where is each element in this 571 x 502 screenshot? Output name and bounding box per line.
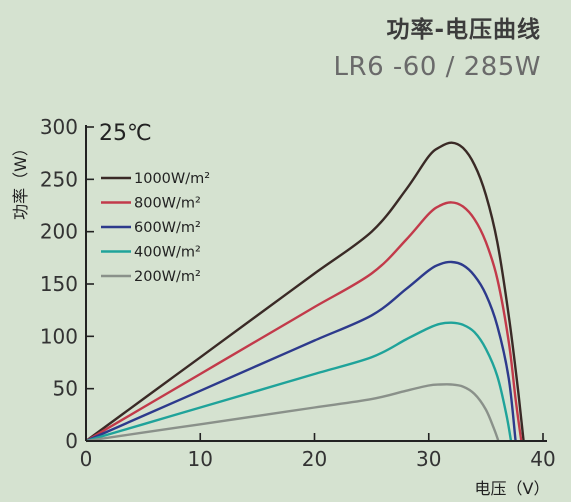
axes: 0 50 100 150 200 250 300 0 10 20 30 40	[40, 115, 556, 471]
x-tick-label: 40	[530, 447, 555, 471]
x-tick-label: 20	[302, 447, 327, 471]
series-line-2	[85, 260, 517, 443]
x-tick-label: 10	[188, 447, 213, 471]
y-tick-label: 200	[40, 220, 78, 244]
y-axis-title: 功率（W）	[11, 140, 30, 220]
legend: 1000W/m² 800W/m² 600W/m² 400W/m² 200W/m²	[101, 171, 210, 285]
series-line-0	[85, 141, 525, 442]
legend-label-0: 1000W/m²	[134, 171, 210, 187]
legend-label-2: 600W/m²	[134, 220, 201, 236]
y-tick-label: 150	[40, 272, 78, 296]
series-line-3	[85, 321, 513, 443]
series-curves	[85, 141, 525, 443]
x-tick-label: 30	[416, 447, 441, 471]
chart-title: 功率-电压曲线	[386, 17, 541, 43]
y-tick-label: 100	[40, 324, 78, 348]
legend-label-4: 200W/m²	[134, 269, 201, 285]
y-tick-label: 250	[40, 167, 78, 191]
chart-subtitle: LR6 -60 / 285W	[333, 52, 541, 82]
series-line-4	[85, 383, 500, 443]
y-tick-label: 300	[40, 115, 78, 139]
legend-label-3: 400W/m²	[134, 245, 201, 261]
temperature-annotation: 25℃	[99, 121, 152, 146]
series-line-1	[85, 201, 523, 443]
y-tick-label: 0	[65, 429, 78, 453]
x-axis-title: 电压（V）	[475, 479, 550, 498]
x-tick-label: 0	[80, 447, 93, 471]
legend-label-1: 800W/m²	[134, 196, 201, 212]
y-tick-label: 50	[53, 377, 78, 401]
